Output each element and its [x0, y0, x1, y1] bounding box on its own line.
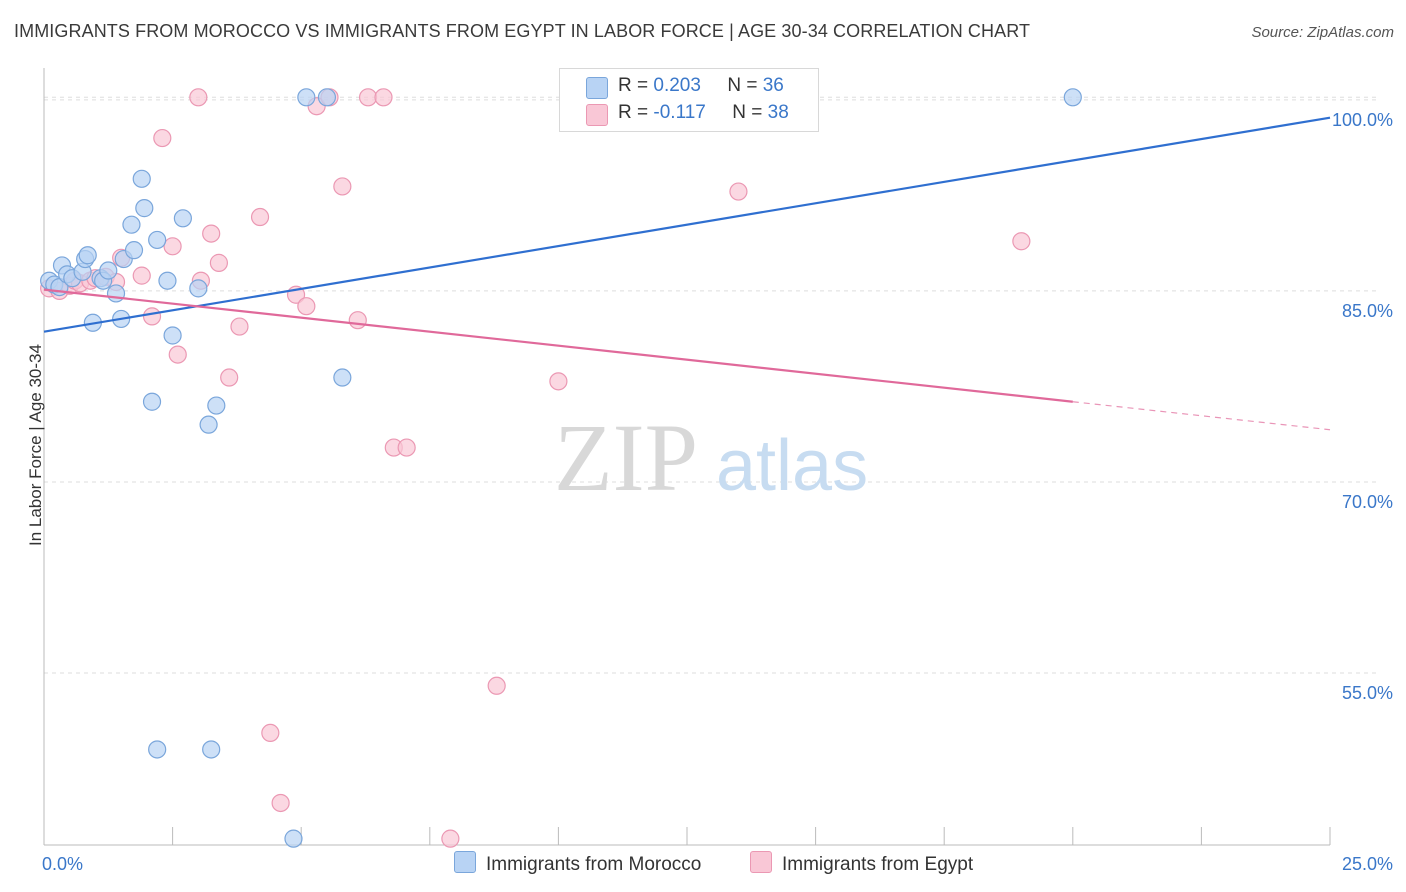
legend-r-label: R =	[618, 75, 649, 96]
chart-title: IMMIGRANTS FROM MOROCCO VS IMMIGRANTS FR…	[14, 21, 1031, 41]
egypt-point	[397, 438, 416, 457]
y-tick-label: 100.0%	[1332, 110, 1393, 130]
egypt-point	[163, 237, 182, 256]
x-tick-label: 25.0%	[1342, 854, 1393, 874]
egypt-point	[132, 266, 151, 285]
egypt-point	[202, 224, 221, 243]
morocco-point	[158, 271, 177, 290]
legend-label-morocco: Immigrants from Morocco	[486, 854, 702, 875]
egypt-point	[1012, 232, 1031, 251]
morocco-point	[207, 396, 226, 415]
egypt-point	[261, 723, 280, 743]
watermark-atlas: atlas	[716, 426, 868, 506]
morocco-point	[202, 740, 221, 759]
morocco-point	[317, 88, 337, 107]
morocco-trend-line	[43, 116, 1331, 333]
x-tick-label: 0.0%	[42, 854, 83, 874]
morocco-point	[1063, 88, 1082, 107]
morocco-point	[124, 241, 144, 260]
morocco-point	[173, 209, 192, 228]
legend-n-morocco: 36	[762, 75, 784, 96]
y-axis-label: In Labor Force | Age 30-34	[26, 344, 45, 546]
egypt-point	[250, 207, 270, 227]
legend-swatch-egypt	[750, 851, 772, 873]
correlation-legend: R = 0.203 N = 36 R = -0.117 N = 38	[559, 68, 819, 132]
legend-r-egypt: -0.117	[653, 102, 706, 123]
legend-swatch-egypt	[586, 104, 608, 126]
egypt-point	[297, 297, 316, 316]
legend-item-egypt[interactable]: Immigrants from Egypt	[750, 851, 973, 876]
egypt-point	[374, 88, 393, 107]
egypt-point	[153, 128, 172, 148]
morocco-point	[106, 284, 126, 303]
morocco-point	[99, 261, 118, 280]
egypt-trend-extension	[1072, 401, 1331, 431]
legend-n-label: N =	[732, 102, 763, 123]
legend-swatch-morocco	[586, 77, 608, 99]
morocco-point	[78, 246, 97, 265]
trend-lines	[43, 116, 1331, 431]
legend-r-morocco: 0.203	[653, 75, 701, 96]
y-tick-label: 85.0%	[1342, 301, 1393, 321]
legend-label-egypt: Immigrants from Egypt	[782, 854, 974, 875]
grid-lines	[44, 96, 1380, 674]
egypt-trend-line	[43, 288, 1073, 403]
morocco-point	[148, 230, 167, 250]
egypt-point	[441, 829, 460, 848]
egypt-point	[220, 368, 239, 387]
egypt-point	[333, 177, 352, 196]
egypt-point	[549, 372, 568, 391]
morocco-point	[122, 215, 141, 234]
y-tick-label: 55.0%	[1342, 683, 1393, 703]
morocco-point	[132, 169, 151, 188]
legend-n-label: N =	[727, 75, 758, 96]
egypt-point	[348, 311, 367, 330]
morocco-point	[163, 326, 182, 345]
morocco-point	[148, 740, 167, 759]
egypt-point	[729, 182, 748, 201]
egypt-point	[358, 88, 378, 107]
morocco-point	[135, 199, 154, 218]
legend-swatch-morocco	[454, 851, 476, 873]
egypt-points	[40, 88, 1031, 848]
egypt-point	[168, 345, 187, 364]
y-tick-label: 70.0%	[1342, 492, 1393, 512]
morocco-point	[199, 415, 218, 434]
egypt-point	[142, 307, 162, 326]
tick-labels: 100.0% 85.0% 70.0% 55.0% 0.0% 25.0%	[42, 110, 1393, 874]
egypt-point	[271, 793, 290, 813]
morocco-points	[40, 88, 1082, 848]
legend-r-label: R =	[618, 102, 649, 123]
morocco-point	[284, 829, 303, 848]
morocco-point	[142, 392, 162, 411]
egypt-point	[189, 88, 208, 107]
legend-n-egypt: 38	[767, 102, 789, 123]
egypt-point	[487, 676, 506, 695]
legend-item-morocco[interactable]: Immigrants from Morocco	[454, 851, 701, 876]
egypt-point	[209, 253, 228, 272]
watermark-zip: ZIP	[554, 404, 698, 511]
morocco-point	[333, 368, 352, 387]
morocco-point	[297, 88, 316, 107]
source-label: Source: ZipAtlas.com	[1251, 24, 1394, 41]
watermark: ZIP atlas	[554, 404, 868, 511]
egypt-point	[230, 317, 249, 336]
morocco-point	[189, 279, 208, 298]
